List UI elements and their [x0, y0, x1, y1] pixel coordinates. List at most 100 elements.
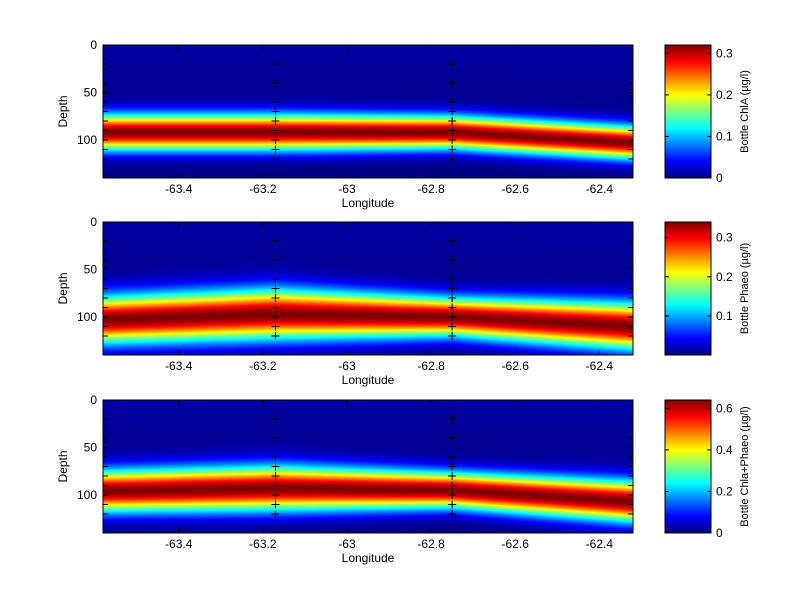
colorbar-tick-label: 0.1 [716, 129, 733, 143]
x-tick-label: -63.2 [249, 537, 277, 551]
sample-marker [271, 500, 280, 509]
sample-marker [448, 472, 457, 480]
sample-marker [271, 303, 280, 312]
y-tick-label: 100 [77, 310, 97, 324]
colorbar-tick-label: 0.6 [716, 401, 733, 415]
sample-marker [448, 294, 457, 302]
sample-marker [448, 415, 457, 423]
chart-panel-3: -63.4 -63.2 -63 -62.8 -62.6 -62.4 0 50 100 Longit… [56, 393, 751, 565]
colorbar-tick-label: 0.2 [716, 484, 733, 498]
y-tick-label: 50 [84, 441, 98, 455]
colorbar-frame [664, 399, 712, 534]
sample-marker [448, 107, 457, 116]
y-axis-label: Depth [56, 450, 70, 482]
sample-marker [448, 79, 457, 87]
sample-marker [271, 453, 280, 461]
sample-marker [271, 145, 280, 154]
colorbar-tick-label: 0.1 [716, 309, 733, 323]
sample-marker [448, 126, 457, 135]
x-tick-label: -62.8 [417, 359, 445, 373]
sample-marker [271, 256, 280, 264]
chart-panel-2: -63.4 -63.2 -63 -62.8 -62.6 -62.4 0 50 100 Longit… [56, 215, 751, 387]
x-tick-label: -62.6 [502, 359, 530, 373]
x-tick-label: -63 [338, 537, 356, 551]
y-tick-label: 100 [77, 133, 97, 147]
heatmap-field [103, 400, 633, 533]
x-tick-label: -62.4 [586, 537, 614, 551]
x-axis-label: Longitude [342, 551, 395, 565]
sample-marker [271, 155, 280, 163]
y-axis-label: Depth [56, 95, 70, 127]
x-tick-label: -62.8 [417, 537, 445, 551]
colorbar-tick-label: 0.2 [716, 88, 733, 102]
colorbar-gradient [665, 400, 711, 533]
sample-marker [448, 155, 457, 163]
sample-marker [271, 510, 280, 518]
x-tick-label: -63.4 [165, 537, 193, 551]
colorbar-frame [664, 44, 712, 179]
colorbar-frame [664, 221, 712, 356]
x-tick-label: -62.6 [502, 537, 530, 551]
sample-marker [448, 491, 457, 499]
sample-marker [448, 284, 457, 293]
colorbar-tick-label: 0.4 [716, 443, 733, 457]
sample-marker [448, 237, 457, 245]
sample-marker [448, 275, 457, 283]
sample-marker [448, 481, 457, 490]
sample-marker [271, 294, 280, 302]
axes-frame [102, 44, 634, 179]
sample-marker [271, 322, 280, 331]
sample-marker [271, 98, 280, 106]
sample-marker [271, 462, 280, 471]
x-tick-label: -62.8 [417, 182, 445, 196]
sample-marker [448, 510, 457, 518]
y-tick-label: 50 [84, 86, 98, 100]
sample-marker [271, 313, 280, 321]
y-tick-label: 50 [84, 263, 98, 277]
colorbar-tick-label: 0 [716, 171, 723, 185]
sample-marker [448, 98, 457, 106]
colorbar: 0.1 0.2 0.3 Bottle Phaeo (µg/l) [664, 221, 751, 356]
sample-marker [448, 322, 457, 331]
colorbar-tick-label: 0.2 [716, 270, 733, 284]
sample-marker [271, 107, 280, 116]
colorbar: 0 0.1 0.2 0.3 Bottle ChlA (µg/l) [664, 44, 751, 185]
sample-marker [271, 60, 280, 68]
x-axis-label: Longitude [342, 373, 395, 387]
x-tick-label: -62.6 [502, 182, 530, 196]
x-tick-label: -63 [338, 359, 356, 373]
x-tick-label: -62.4 [586, 182, 614, 196]
y-tick-label: 100 [77, 488, 97, 502]
colorbar-label: Bottle Chla+Phaeo (µg/l) [739, 406, 751, 526]
sample-marker [271, 117, 280, 125]
sample-marker [448, 117, 457, 125]
sample-marker [448, 303, 457, 312]
heatmap-field [103, 45, 633, 178]
sample-marker [448, 313, 457, 321]
x-tick-label: -63.2 [249, 359, 277, 373]
colorbar-label: Bottle Phaeo (µg/l) [739, 243, 751, 334]
sample-marker [271, 126, 280, 135]
sample-marker [448, 60, 457, 68]
sample-marker [271, 472, 280, 480]
sample-marker [271, 481, 280, 490]
sample-marker [448, 434, 457, 442]
y-axis-label: Depth [56, 272, 70, 304]
sample-marker [271, 275, 280, 283]
x-tick-label: -63.4 [165, 359, 193, 373]
axes-frame [102, 221, 634, 356]
sample-marker [271, 237, 280, 245]
sample-marker [448, 332, 457, 340]
heatmap-field [103, 222, 633, 355]
x-tick-label: -63 [338, 182, 356, 196]
chart-panel-1: -63.4 -63.2 -63 -62.8 -62.6 -62.4 0 50 100 Longit… [56, 38, 751, 210]
sample-marker [271, 136, 280, 144]
sample-marker [448, 145, 457, 154]
x-tick-label: -63.4 [165, 182, 193, 196]
colorbar-label: Bottle ChlA (µg/l) [739, 70, 751, 153]
sample-marker [271, 491, 280, 499]
sample-marker [448, 136, 457, 144]
y-tick-label: 0 [90, 38, 97, 52]
